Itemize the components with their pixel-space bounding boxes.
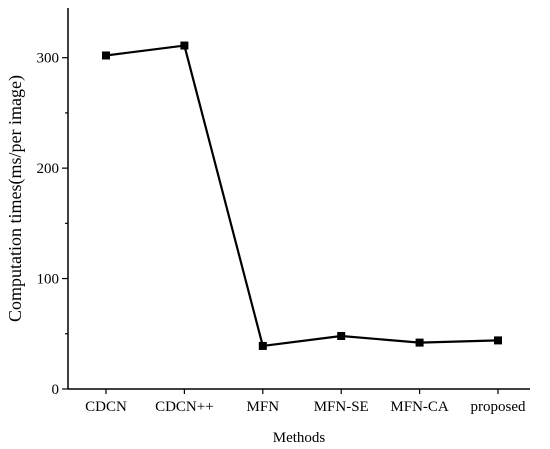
x-axis-title: Methods xyxy=(273,430,326,446)
x-tick-label: MFN xyxy=(247,399,280,415)
series xyxy=(102,41,502,350)
y-tick-label: 200 xyxy=(37,161,60,177)
y-tick-label: 0 xyxy=(52,382,60,398)
x-tick-label: CDCN xyxy=(85,399,127,415)
data-point-marker xyxy=(180,41,189,50)
x-ticks: CDCN CDCN++ MFN MFN-SE MFN-CA proposed xyxy=(85,389,526,415)
series-line xyxy=(105,44,499,348)
y-axis-title: Computation times(ms/per image) xyxy=(5,75,26,322)
data-point-marker xyxy=(258,341,267,350)
x-tick-label: CDCN++ xyxy=(155,399,214,415)
axes xyxy=(67,8,530,390)
y-ticks: 0 100 200 300 xyxy=(37,51,68,398)
y-tick-label: 100 xyxy=(37,272,60,288)
data-point-marker xyxy=(102,51,110,60)
y-tick-label: 300 xyxy=(37,51,60,67)
data-point-marker xyxy=(337,331,346,340)
data-point-marker xyxy=(494,336,502,345)
data-point-marker xyxy=(415,338,424,347)
x-tick-label: MFN-CA xyxy=(390,399,449,415)
x-tick-label: proposed xyxy=(471,399,526,415)
x-tick-label: MFN-SE xyxy=(314,399,369,415)
